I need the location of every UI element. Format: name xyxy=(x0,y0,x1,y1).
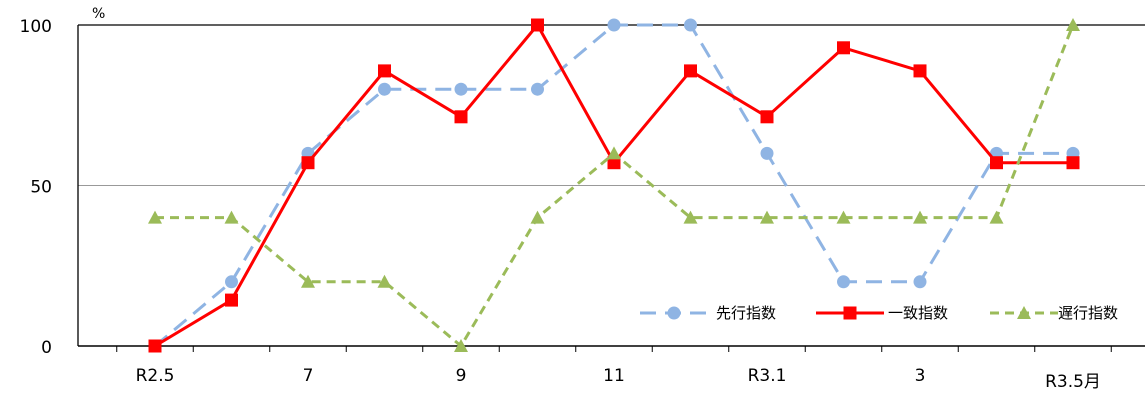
data-point xyxy=(301,274,315,288)
x-tick-label: 11 xyxy=(603,366,625,386)
series-layer xyxy=(148,18,1080,353)
data-point xyxy=(378,82,391,96)
data-point xyxy=(225,293,238,307)
data-point xyxy=(913,64,927,78)
x-tick-label: R3.1 xyxy=(748,366,787,386)
series-3 xyxy=(148,18,1080,352)
data-point xyxy=(1066,156,1080,170)
series-2 xyxy=(148,18,1080,353)
data-point xyxy=(760,110,774,124)
legend: 先行指数 一致指数 遅行指数 xyxy=(640,304,1118,322)
data-point xyxy=(224,210,239,224)
data-point xyxy=(836,210,851,224)
data-point xyxy=(301,156,315,170)
legend-marker xyxy=(667,306,681,320)
data-point xyxy=(760,146,774,160)
legend-marker xyxy=(1017,306,1031,319)
data-point xyxy=(377,274,392,288)
data-point xyxy=(225,275,238,289)
legend-item-1: 先行指数 xyxy=(640,304,776,322)
x-tick-label: 3 xyxy=(915,366,926,386)
legend-label: 先行指数 xyxy=(716,304,776,322)
data-point xyxy=(990,156,1003,170)
data-point xyxy=(683,210,698,224)
legend-label: 遅行指数 xyxy=(1058,304,1118,322)
data-point xyxy=(684,64,697,78)
axes: 0 50 100% R2.5 7 9 11 R3.1 3 R3.5月 xyxy=(20,6,1145,392)
legend-item-3: 遅行指数 xyxy=(990,304,1118,322)
series-1 xyxy=(148,18,1080,353)
data-point xyxy=(837,41,850,55)
data-point xyxy=(684,18,697,32)
x-tick-label: 9 xyxy=(456,366,467,386)
y-tick-label: 100 xyxy=(20,17,52,37)
data-point xyxy=(837,275,850,289)
legend-item-2: 一致指数 xyxy=(816,304,948,322)
legend-marker xyxy=(843,306,857,320)
x-tick-label: R3.5月 xyxy=(1045,372,1101,392)
data-point xyxy=(454,82,468,96)
data-point xyxy=(454,339,468,352)
data-point xyxy=(148,339,162,353)
data-point xyxy=(148,210,162,224)
y-tick-label: 0 xyxy=(41,338,52,358)
y-unit-label: % xyxy=(92,6,105,22)
data-point xyxy=(607,146,621,160)
data-point xyxy=(454,110,468,124)
data-point xyxy=(531,82,544,96)
legend-label: 一致指数 xyxy=(888,304,948,322)
data-point xyxy=(760,210,774,224)
data-point xyxy=(530,210,545,224)
x-tick-label: R2.5 xyxy=(136,366,175,386)
data-point xyxy=(989,210,1004,224)
data-point xyxy=(531,18,544,32)
data-point xyxy=(378,64,391,78)
data-point xyxy=(607,156,621,170)
data-point xyxy=(607,18,621,32)
data-point xyxy=(1066,18,1080,31)
x-tick-label: 7 xyxy=(303,366,314,386)
data-point xyxy=(913,275,927,289)
y-tick-label: 50 xyxy=(30,178,52,198)
data-point xyxy=(913,210,927,224)
